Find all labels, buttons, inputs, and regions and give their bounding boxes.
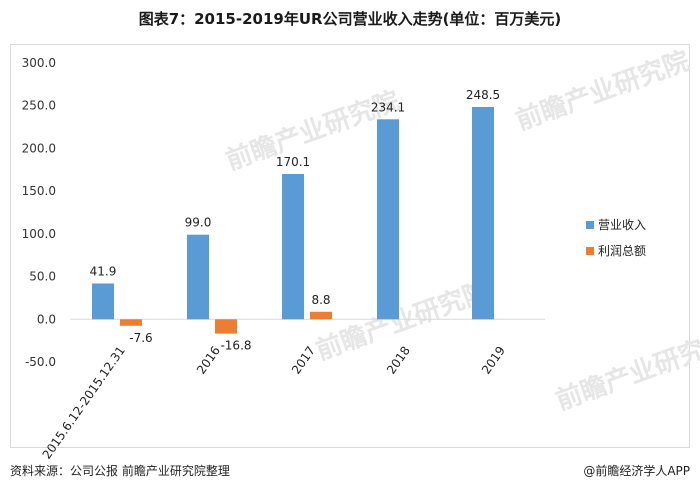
chart-frame xyxy=(10,44,690,448)
chart-title: 图表7：2015-2019年UR公司营业收入走势(单位：百万美元) xyxy=(138,10,562,28)
profit-bar xyxy=(215,319,237,334)
watermark-logo-0: 前瞻产业研究院 xyxy=(222,85,404,176)
brand-credit: @前瞻经济学人APP xyxy=(583,464,690,478)
revenue-bar xyxy=(472,106,494,320)
profit-bar xyxy=(120,319,142,326)
profit-data-label: -7.6 xyxy=(129,331,152,345)
revenue-data-label: 234.1 xyxy=(371,100,405,114)
profit-data-label: 8.8 xyxy=(311,293,330,307)
legend-label-profit: 利润总额 xyxy=(598,244,646,258)
y-tick-label: -50.0 xyxy=(25,355,56,369)
watermark-logo-1: 前瞻产业研究院 xyxy=(512,45,694,136)
y-tick-label: 0.0 xyxy=(37,312,56,326)
legend-label-revenue: 营业收入 xyxy=(598,218,646,232)
y-tick-label: 300.0 xyxy=(22,56,56,70)
y-tick-label: 50.0 xyxy=(29,270,56,284)
x-category-label: 2019 xyxy=(479,344,508,377)
profit-data-label: -16.8 xyxy=(220,339,251,353)
y-tick-label: 250.0 xyxy=(22,99,56,113)
revenue-data-label: 170.1 xyxy=(276,155,310,169)
revenue-bar xyxy=(377,119,399,320)
revenue-data-label: 41.9 xyxy=(90,264,117,278)
profit-bar xyxy=(310,311,332,320)
revenue-bar xyxy=(187,234,209,320)
legend-swatch-profit xyxy=(586,247,594,255)
x-category-label: 2018 xyxy=(384,344,413,377)
y-tick-label: 100.0 xyxy=(22,227,56,241)
revenue-data-label: 248.5 xyxy=(466,88,500,102)
y-tick-label: 150.0 xyxy=(22,184,56,198)
bar-chart: 前瞻产业研究院 前瞻产业研究院前瞻产业研究院前瞻产业研究院-50.00.050.0… xyxy=(22,45,700,460)
legend-swatch-revenue xyxy=(586,221,594,229)
revenue-bar xyxy=(282,173,304,320)
x-category-label: 2017 xyxy=(289,344,318,377)
y-tick-label: 200.0 xyxy=(22,141,56,155)
revenue-bar xyxy=(92,283,114,320)
revenue-data-label: 99.0 xyxy=(185,216,212,230)
x-category-label: 2016 xyxy=(194,344,223,377)
watermark-logo-3: 前瞻产业研究院 xyxy=(552,325,700,416)
source-note: 资料来源：公司公报 前瞻产业研究院整理 xyxy=(10,464,230,478)
